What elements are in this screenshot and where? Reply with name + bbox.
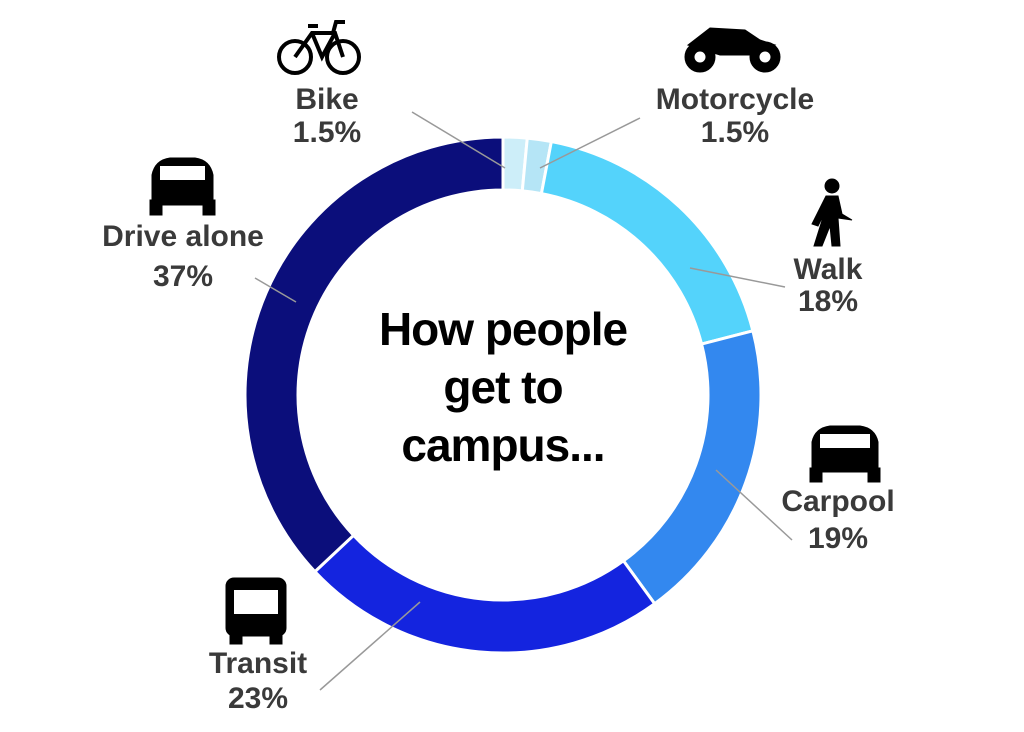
leader-line [319, 601, 421, 691]
leader-line [715, 469, 793, 541]
value-label: 19% [808, 522, 868, 555]
car-icon [149, 157, 216, 216]
category-label: Motorcycle [656, 83, 814, 116]
icons [149, 20, 881, 645]
value-label: 37% [153, 260, 213, 293]
donut-segment [312, 533, 657, 655]
category-label: Drive alone [102, 220, 264, 253]
value-label: 1.5% [293, 116, 361, 149]
category-label: Transit [209, 647, 307, 680]
value-label: 23% [228, 682, 288, 715]
motorcycle-icon [684, 27, 781, 73]
carpool-icon [809, 425, 881, 483]
donut-segment [243, 135, 505, 574]
bike-icon [277, 20, 361, 75]
bus-icon [225, 577, 287, 645]
chart-title: How people get to campus... [378, 303, 628, 471]
value-label: 1.5% [701, 116, 769, 149]
value-label: 18% [798, 285, 858, 318]
category-label: Bike [295, 83, 358, 116]
category-label: Walk [794, 253, 863, 286]
leader-line [689, 267, 786, 288]
leader-line [539, 117, 641, 169]
leader-line [411, 111, 506, 169]
category-label: Carpool [781, 485, 894, 518]
walk-icon [811, 178, 853, 247]
leader-line [254, 277, 297, 303]
